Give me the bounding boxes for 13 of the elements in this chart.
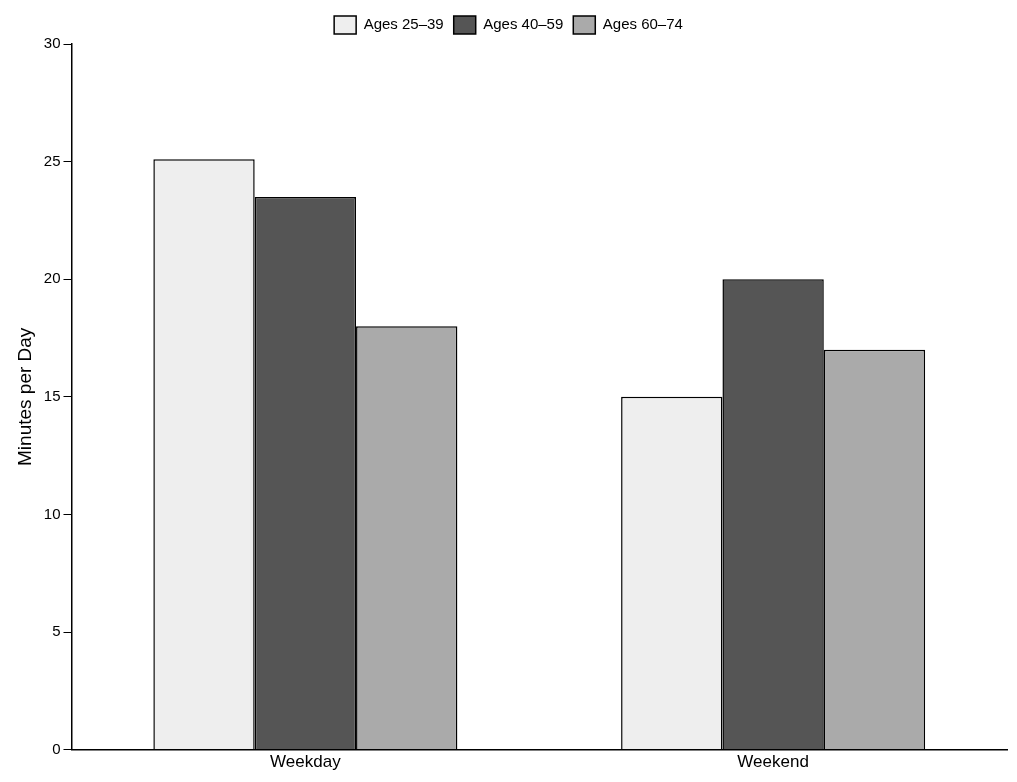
y-tick-label: 20 [43,269,61,287]
x-tick-label: Weekend [737,752,809,772]
y-tick-label: 0 [52,739,61,757]
y-tick-label: 5 [52,622,61,640]
y-tick-label: 25 [43,151,61,169]
y-axis-title: Minutes per Day [13,327,35,466]
legend-label: Ages 40–59 [483,15,564,33]
legend-label: Ages 25–39 [363,15,444,33]
y-tick-label: 10 [43,504,61,522]
y-tick-label: 30 [43,34,61,52]
y-tick-label: 15 [43,386,61,404]
legend-label: Ages 60–74 [602,15,683,33]
x-tick-label: Weekday [270,752,342,772]
